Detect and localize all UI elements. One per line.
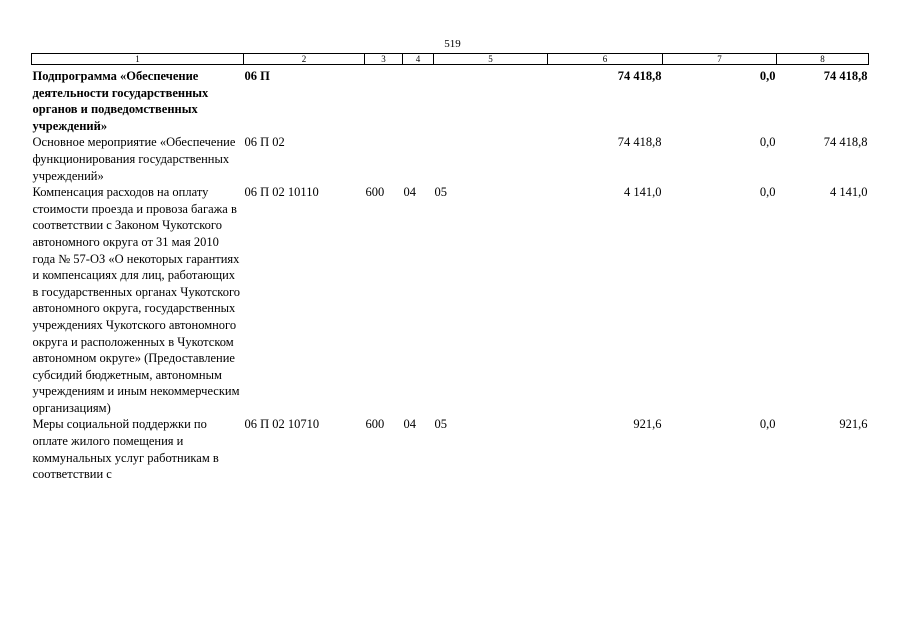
row-amount-col7: 0,0 <box>759 135 776 150</box>
column-header-8: 8 <box>776 53 869 65</box>
row-amount-col6: 921,6 <box>633 417 662 432</box>
row-amount-col7: 0,0 <box>759 417 776 432</box>
table-row: Подпрограмма «Обеспечение деятельности г… <box>32 65 869 135</box>
row-subsection: 05 <box>434 417 448 432</box>
budget-table: 1 2 3 4 5 6 7 8 Подпрограмма «Обеспечени… <box>31 53 869 483</box>
column-header-2: 2 <box>243 53 365 65</box>
row-amount-col6: 4 141,0 <box>624 185 662 200</box>
row-section <box>403 65 434 135</box>
row-name: Подпрограмма «Обеспечение деятельности г… <box>32 69 209 133</box>
row-target-code: 06 П 02 10710 <box>244 417 320 432</box>
row-expense-type: 600 <box>365 185 385 200</box>
row-name: Компенсация расходов на оплату стоимости… <box>32 185 241 415</box>
row-name: Основное мероприятие «Обеспечение функци… <box>32 135 236 183</box>
row-section: 04 <box>403 417 417 432</box>
column-header-6: 6 <box>547 53 663 65</box>
row-target-code: 06 П 02 <box>244 135 285 150</box>
table-row: Основное мероприятие «Обеспечение функци… <box>32 134 869 184</box>
row-amount-col8: 74 418,8 <box>823 135 868 150</box>
row-subsection <box>434 134 548 184</box>
column-header-7: 7 <box>662 53 777 65</box>
row-subsection: 05 <box>434 185 448 200</box>
page-number: 519 <box>444 38 461 50</box>
row-amount-col6: 74 418,8 <box>617 135 662 150</box>
column-header-4: 4 <box>402 53 434 65</box>
row-name: Меры социальной поддержки по оплате жило… <box>32 417 219 482</box>
column-number-header-row: 1 2 3 4 5 6 7 8 <box>31 53 869 65</box>
row-target-code: 06 П <box>244 69 270 83</box>
row-section: 04 <box>403 185 417 200</box>
column-header-1: 1 <box>31 53 244 65</box>
row-expense-type: 600 <box>365 417 385 432</box>
table-row: Меры социальной поддержки по оплате жило… <box>32 416 869 482</box>
row-expense-type <box>365 134 403 184</box>
row-amount-col7: 0,0 <box>759 69 776 83</box>
row-amount-col8: 921,6 <box>839 417 868 432</box>
row-expense-type <box>365 65 403 135</box>
row-section <box>403 134 434 184</box>
row-target-code: 06 П 02 10110 <box>244 185 319 200</box>
row-amount-col6: 74 418,8 <box>617 69 662 83</box>
table-row: Компенсация расходов на оплату стоимости… <box>32 184 869 416</box>
row-amount-col8: 74 418,8 <box>823 69 868 83</box>
row-subsection <box>434 65 548 135</box>
column-header-5: 5 <box>433 53 548 65</box>
row-amount-col7: 0,0 <box>759 185 776 200</box>
column-header-3: 3 <box>364 53 403 65</box>
row-amount-col8: 4 141,0 <box>830 185 868 200</box>
